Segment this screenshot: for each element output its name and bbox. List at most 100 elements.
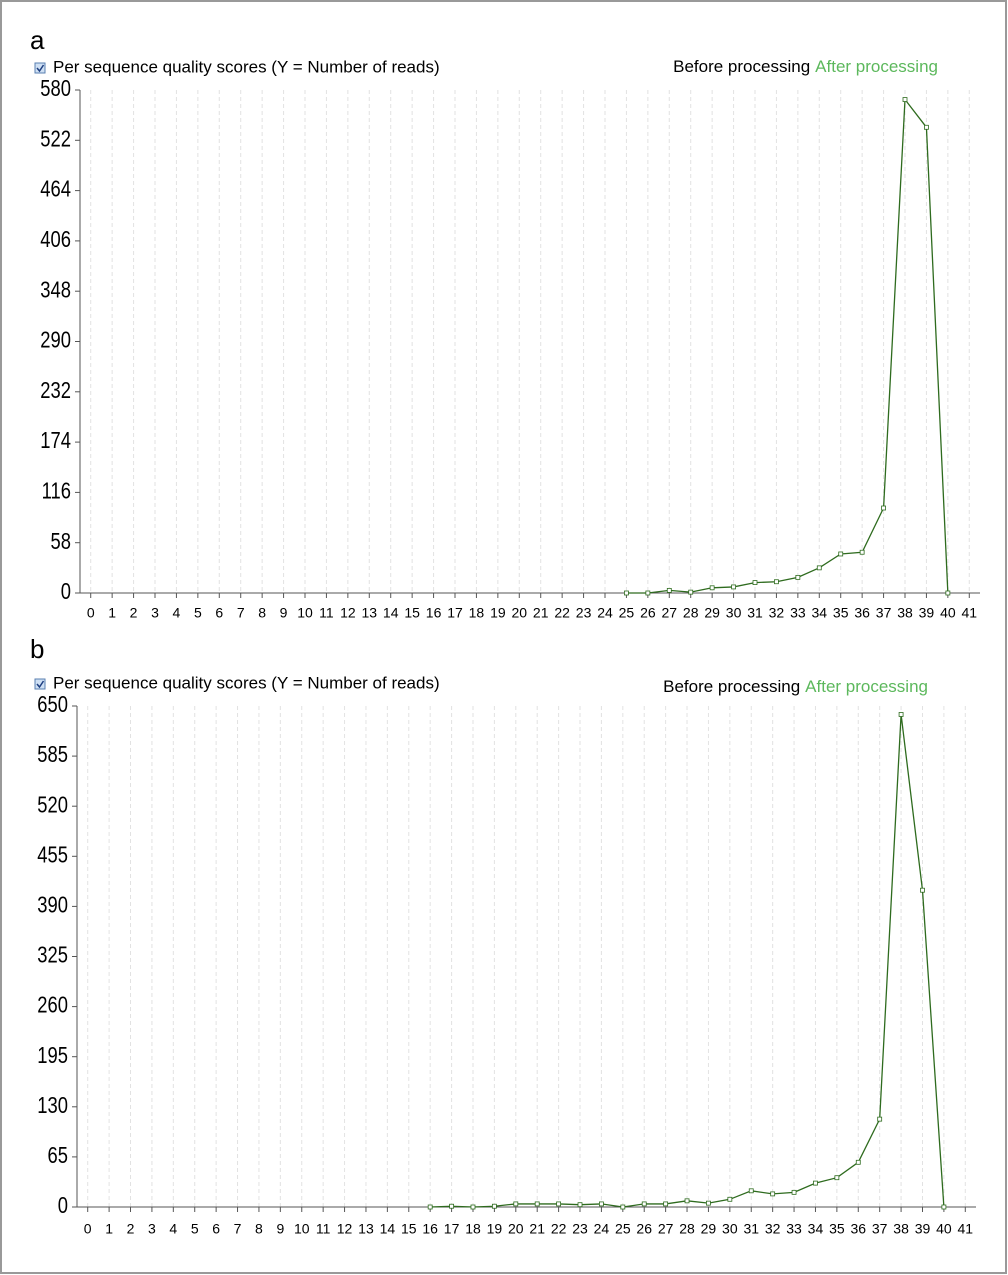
x-tick-label: 11 [319, 605, 334, 621]
data-point [752, 580, 758, 585]
x-tick-label: 14 [380, 1221, 396, 1237]
y-tick-label: 260 [37, 993, 68, 1018]
y-tick-label: 348 [40, 277, 71, 302]
x-tick-label: 5 [191, 1221, 199, 1237]
x-tick-label: 3 [151, 605, 159, 621]
x-tick-label: 19 [487, 1221, 503, 1237]
legend-entry: Before processing [663, 677, 800, 696]
data-point [791, 1189, 797, 1195]
x-tick-label: 41 [961, 605, 977, 621]
x-tick-label: 9 [280, 605, 288, 621]
data-point [688, 589, 694, 595]
checkbox [34, 62, 46, 74]
data-point [727, 1196, 733, 1202]
x-tick-label: 6 [212, 1221, 220, 1237]
data-point [624, 590, 629, 596]
x-tick-label: 18 [465, 1221, 481, 1237]
y-tick-label: 455 [37, 842, 68, 867]
x-tick-label: 26 [640, 605, 656, 621]
x-tick-label: 5 [194, 605, 202, 621]
data-point [816, 565, 822, 571]
x-tick-label: 0 [84, 1221, 92, 1237]
x-tick-label: 28 [683, 605, 699, 621]
x-tick-label: 15 [401, 1221, 417, 1237]
x-tick-label: 24 [597, 605, 613, 621]
y-tick-label: 585 [37, 742, 68, 767]
x-tick-label: 20 [511, 605, 527, 621]
x-tick-label: 34 [808, 1221, 824, 1237]
x-tick-label: 31 [743, 1221, 759, 1237]
data-point [641, 1201, 647, 1207]
y-tick-label: 58 [51, 529, 71, 554]
x-tick-label: 36 [854, 605, 870, 621]
x-tick-label: 7 [237, 605, 245, 621]
x-tick-label: 38 [897, 605, 913, 621]
data-point [924, 124, 929, 130]
x-tick-label: 38 [893, 1221, 909, 1237]
x-tick-label: 21 [533, 605, 549, 621]
x-tick-label: 9 [276, 1221, 284, 1237]
data-point [898, 712, 904, 717]
x-tick-label: 39 [919, 605, 935, 621]
x-tick-label: 16 [422, 1221, 438, 1237]
x-tick-label: 35 [829, 1221, 845, 1237]
x-tick-label: 1 [108, 605, 116, 621]
data-point [877, 1116, 883, 1122]
data-point [748, 1188, 754, 1194]
chart-title: Per sequence quality scores (Y = Number … [53, 673, 440, 692]
chart-title: Per sequence quality scores (Y = Number … [53, 57, 440, 76]
x-tick-label: 35 [833, 605, 849, 621]
x-tick-label: 32 [769, 605, 785, 621]
panel-label: b [30, 634, 44, 664]
x-tick-label: 26 [636, 1221, 652, 1237]
x-tick-label: 17 [447, 605, 463, 621]
data-point [620, 1204, 626, 1210]
y-tick-label: 232 [40, 378, 71, 403]
x-tick-label: 12 [337, 1221, 353, 1237]
data-point [941, 1204, 947, 1210]
x-tick-label: 11 [316, 1221, 331, 1237]
x-tick-label: 34 [811, 605, 827, 621]
legend-entry: After processing [805, 677, 928, 696]
data-line [626, 97, 949, 594]
x-tick-label: 15 [404, 605, 420, 621]
y-tick-label: 390 [37, 893, 68, 918]
x-tick-label: 25 [615, 1221, 631, 1237]
y-tick-label: 650 [37, 692, 68, 717]
y-tick-label: 464 [40, 177, 71, 202]
x-tick-label: 30 [726, 605, 742, 621]
x-tick-label: 10 [294, 1221, 310, 1237]
data-point [645, 590, 651, 596]
x-tick-label: 29 [701, 1221, 717, 1237]
data-point [834, 1175, 840, 1181]
data-point [599, 1201, 604, 1207]
data-point [855, 1159, 861, 1165]
y-tick-label: 522 [40, 126, 71, 151]
legend-entry: Before processing [673, 57, 810, 76]
data-point [491, 1203, 497, 1209]
y-tick-label: 0 [58, 1193, 68, 1218]
data-point [513, 1201, 519, 1207]
x-tick-label: 33 [786, 1221, 802, 1237]
x-tick-label: 13 [358, 1221, 374, 1237]
x-tick-label: 29 [704, 605, 720, 621]
x-tick-label: 10 [297, 605, 313, 621]
x-tick-label: 22 [551, 1221, 567, 1237]
y-tick-label: 325 [37, 943, 68, 968]
x-tick-label: 40 [936, 1221, 952, 1237]
x-tick-label: 36 [850, 1221, 866, 1237]
checkbox-tick [36, 680, 45, 689]
data-point [663, 1201, 669, 1207]
data-point [709, 585, 715, 591]
x-tick-label: 27 [661, 605, 677, 621]
x-tick-label: 25 [619, 605, 635, 621]
data-point [945, 590, 951, 596]
x-tick-label: 21 [529, 1221, 545, 1237]
x-tick-label: 14 [383, 605, 399, 621]
legend: Before processing After processing [673, 57, 938, 76]
data-point [920, 887, 925, 893]
data-point [684, 1198, 690, 1204]
x-tick-label: 6 [215, 605, 223, 621]
data-point [556, 1201, 562, 1207]
